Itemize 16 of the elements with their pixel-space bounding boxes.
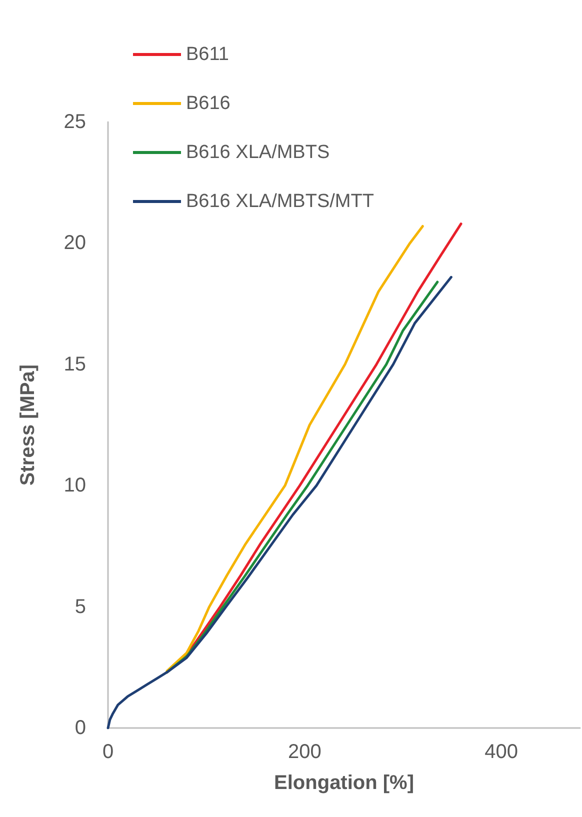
y-axis-title: Stress [MPa] bbox=[17, 364, 39, 486]
legend-label: B616 XLA/MBTS bbox=[186, 142, 330, 163]
y-tick-label: 0 bbox=[74, 717, 86, 739]
y-tick-label: 10 bbox=[64, 474, 86, 497]
y-tick-label: 25 bbox=[64, 111, 86, 133]
y-tick-label: 5 bbox=[74, 596, 86, 618]
line-series bbox=[106, 276, 452, 730]
legend-label: B616 XLA/MBTS/MTT bbox=[186, 191, 374, 212]
y-tick-label: 15 bbox=[64, 353, 86, 376]
x-tick-label: 0 bbox=[102, 741, 114, 763]
x-tick-label: 200 bbox=[288, 741, 322, 763]
x-axis-title: Elongation [%] bbox=[274, 772, 414, 794]
y-tick-label: 20 bbox=[64, 232, 86, 254]
legend-label: B611 bbox=[186, 44, 229, 65]
legend-label: B616 bbox=[186, 93, 230, 114]
x-tick-label: 400 bbox=[484, 741, 518, 763]
